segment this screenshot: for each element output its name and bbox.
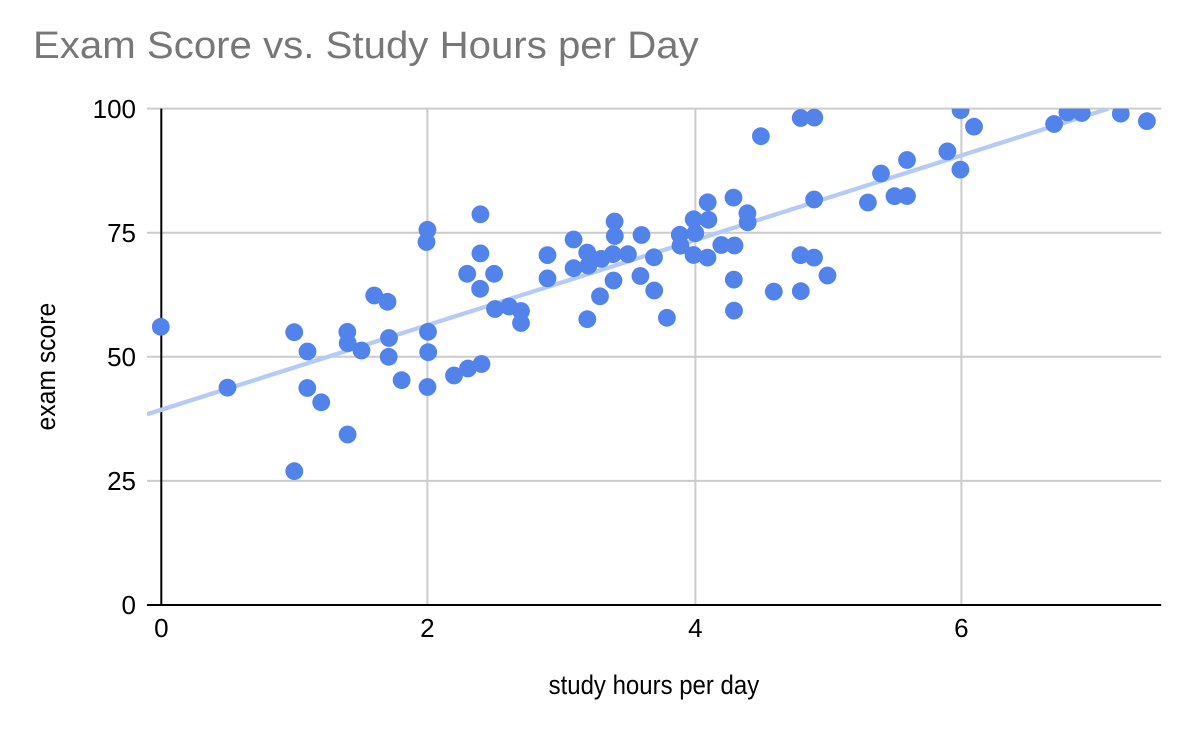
svg-text:2: 2 <box>420 613 434 643</box>
svg-text:50: 50 <box>107 342 136 372</box>
svg-text:0: 0 <box>122 590 136 620</box>
svg-text:25: 25 <box>107 466 136 496</box>
svg-text:Exam Score vs. Study Hours per: Exam Score vs. Study Hours per Day <box>33 25 699 67</box>
svg-text:75: 75 <box>107 218 136 248</box>
svg-text:0: 0 <box>154 613 168 643</box>
svg-text:100: 100 <box>93 94 136 124</box>
svg-text:6: 6 <box>954 613 968 643</box>
svg-text:study hours per day: study hours per day <box>549 671 760 700</box>
svg-text:exam score: exam score <box>32 303 61 431</box>
svg-text:4: 4 <box>688 613 702 643</box>
